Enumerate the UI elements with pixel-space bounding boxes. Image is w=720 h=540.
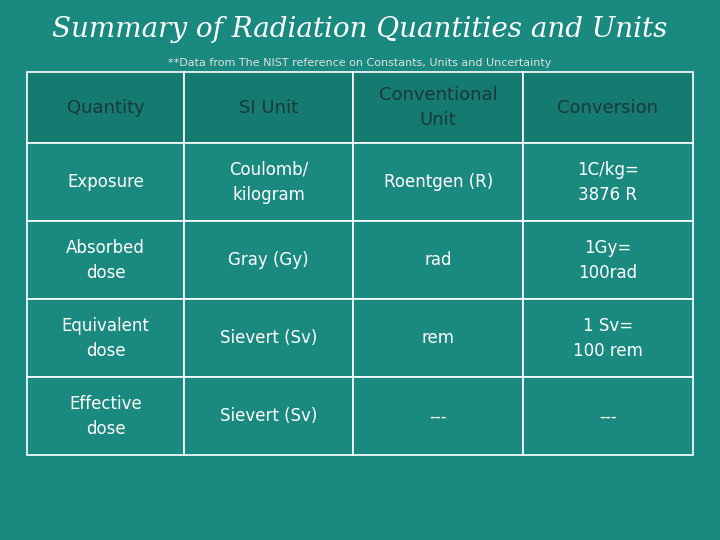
- Text: **Data from The NIST reference on Constants, Units and Uncertainty: **Data from The NIST reference on Consta…: [168, 58, 552, 69]
- Bar: [354, 299, 523, 377]
- Text: Summary of Radiation Quantities and Units: Summary of Radiation Quantities and Unit…: [53, 16, 667, 43]
- Bar: [184, 299, 354, 377]
- Bar: [184, 72, 354, 143]
- Bar: [184, 221, 354, 299]
- Text: 1C/kg=
3876 R: 1C/kg= 3876 R: [577, 161, 639, 204]
- Text: Conversion: Conversion: [557, 99, 658, 117]
- Text: SI Unit: SI Unit: [239, 99, 298, 117]
- Text: Sievert (Sv): Sievert (Sv): [220, 329, 318, 347]
- Bar: [523, 72, 693, 143]
- Text: Exposure: Exposure: [67, 173, 144, 191]
- Bar: [354, 143, 523, 221]
- Bar: [523, 221, 693, 299]
- Text: 12/13: 12/13: [29, 497, 68, 510]
- Text: ▏ PDA: ▏ PDA: [576, 487, 662, 512]
- Text: Roentgen (R): Roentgen (R): [384, 173, 492, 191]
- Text: Quantity: Quantity: [67, 99, 145, 117]
- Text: rem: rem: [422, 329, 454, 347]
- Text: rad: rad: [424, 251, 452, 269]
- Text: 1 Sv=
100 rem: 1 Sv= 100 rem: [573, 317, 643, 360]
- Text: Effective
dose: Effective dose: [69, 395, 142, 438]
- Bar: [184, 377, 354, 455]
- Bar: [354, 377, 523, 455]
- Text: Conventional
Unit: Conventional Unit: [379, 86, 498, 130]
- Bar: [27, 143, 184, 221]
- Bar: [354, 221, 523, 299]
- Text: ---: ---: [429, 407, 447, 426]
- Text: 1Gy=
100rad: 1Gy= 100rad: [578, 239, 637, 282]
- Bar: [184, 143, 354, 221]
- Bar: [27, 221, 184, 299]
- Text: www.padental.org: www.padental.org: [259, 494, 461, 513]
- Text: Pennsylvania Dental Association: Pennsylvania Dental Association: [572, 522, 697, 531]
- Bar: [523, 377, 693, 455]
- Text: Gray (Gy): Gray (Gy): [228, 251, 309, 269]
- Text: ---: ---: [599, 407, 616, 426]
- Bar: [354, 72, 523, 143]
- Bar: [27, 72, 184, 143]
- Bar: [523, 143, 693, 221]
- Text: Coulomb/
kilogram: Coulomb/ kilogram: [229, 161, 308, 204]
- Bar: [27, 299, 184, 377]
- Text: Sievert (Sv): Sievert (Sv): [220, 407, 318, 426]
- Bar: [523, 299, 693, 377]
- Bar: [27, 377, 184, 455]
- Text: Equivalent
dose: Equivalent dose: [62, 317, 150, 360]
- Text: Absorbed
dose: Absorbed dose: [66, 239, 145, 282]
